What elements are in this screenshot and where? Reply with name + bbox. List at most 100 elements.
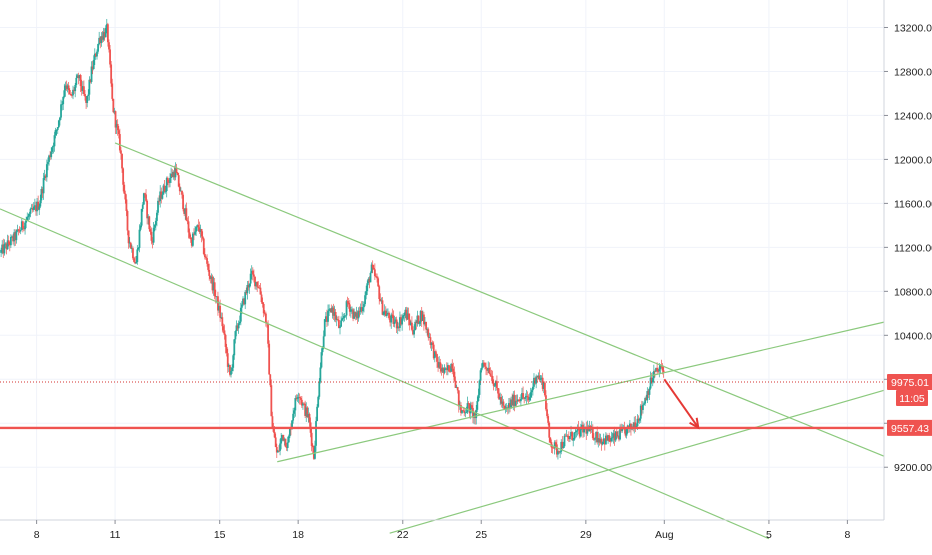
candle-body <box>387 312 389 315</box>
candle-body <box>525 395 528 398</box>
candle-body <box>620 428 623 431</box>
candle-body <box>287 436 290 443</box>
trend-line-rising-line-2[interactable] <box>389 389 885 534</box>
candle-body <box>190 239 193 246</box>
candle-body <box>604 435 607 445</box>
candle-body <box>343 316 346 318</box>
candle-body <box>205 257 207 259</box>
candle-body <box>74 85 77 92</box>
candle-body <box>35 205 37 212</box>
candle-body <box>304 403 307 416</box>
trend-line-channel-upper[interactable] <box>114 142 885 457</box>
candle-body <box>505 407 508 409</box>
candle-body <box>145 194 147 201</box>
candle-body <box>162 185 165 195</box>
candle-body <box>134 261 137 264</box>
horizontal-levels[interactable] <box>0 381 884 430</box>
candle-body <box>345 301 348 316</box>
candle-body <box>499 397 502 400</box>
candle-body <box>154 220 157 226</box>
candle-body <box>193 233 195 235</box>
candle-body <box>423 314 425 325</box>
candle-body <box>380 300 383 302</box>
candle-body <box>344 315 347 317</box>
candle-body <box>232 355 235 368</box>
candle-body <box>396 326 399 329</box>
candle-body <box>8 244 11 246</box>
candle-body <box>88 79 91 95</box>
candle-body <box>427 329 430 338</box>
candle-body <box>420 310 423 321</box>
candle-body <box>105 24 108 29</box>
candle-body <box>227 365 230 367</box>
candle-body <box>97 44 99 52</box>
candle-body <box>130 248 133 250</box>
candle-body <box>352 309 354 319</box>
candle-body <box>126 210 129 231</box>
candle-body <box>564 435 567 437</box>
candle-body <box>242 298 244 305</box>
candle-body <box>195 227 198 232</box>
candle-body <box>39 200 42 207</box>
candle-body <box>86 95 89 103</box>
candle-body <box>165 177 168 192</box>
trend-line-rising-line-1[interactable] <box>277 321 885 463</box>
y-tick-label: 9200.00 <box>894 462 932 474</box>
last-price-label: 9975.01 <box>891 377 929 389</box>
candle-body <box>468 403 471 414</box>
trend-line-channel-lower[interactable] <box>0 208 770 540</box>
candle-body <box>152 227 155 243</box>
candle-body <box>91 66 94 70</box>
candle-body <box>181 190 183 195</box>
candle-body <box>96 51 98 57</box>
candle-body <box>340 320 342 327</box>
candle-body <box>456 387 459 391</box>
candle-body <box>132 248 134 259</box>
candle-body <box>508 403 510 409</box>
candle-body <box>245 291 248 294</box>
candle-body <box>248 283 251 288</box>
candle-body <box>363 304 365 308</box>
candle-body <box>485 366 487 369</box>
candle-body <box>217 296 219 311</box>
y-tick-label: 12400.00 <box>894 110 932 122</box>
candle-body <box>302 403 304 406</box>
candle-body <box>342 317 345 319</box>
candle-body <box>569 436 571 440</box>
candle-body <box>176 172 179 176</box>
candle-body <box>19 229 22 232</box>
candle-body <box>497 387 499 394</box>
candle-body <box>429 337 432 345</box>
candle-body <box>194 231 196 235</box>
candle-body <box>236 325 239 329</box>
candle-body <box>115 123 118 128</box>
candle-body <box>611 437 614 439</box>
candle-body <box>661 366 664 371</box>
candle-body <box>241 304 243 308</box>
candle-body <box>170 173 172 179</box>
candle-body <box>417 315 420 324</box>
candle-body <box>439 362 442 369</box>
candle-body <box>373 269 376 277</box>
candle-body <box>12 236 14 242</box>
candle-body <box>100 36 103 44</box>
candle-body <box>67 85 70 91</box>
trend-lines[interactable] <box>0 142 885 540</box>
candle-body <box>375 276 377 277</box>
arrow-shaft[interactable] <box>663 378 700 429</box>
candle-body <box>136 249 139 263</box>
candle-body <box>274 437 277 448</box>
projection-arrow[interactable] <box>663 378 700 430</box>
candle-body <box>244 291 247 305</box>
candle-body <box>562 446 565 448</box>
candle-body <box>330 308 333 313</box>
candle-body <box>563 435 566 447</box>
candle-body <box>536 376 539 378</box>
candle-body <box>628 423 631 429</box>
candle-body <box>451 364 454 369</box>
candle-body <box>226 353 229 367</box>
candle-body <box>648 388 651 395</box>
arrow-head[interactable] <box>689 417 700 430</box>
